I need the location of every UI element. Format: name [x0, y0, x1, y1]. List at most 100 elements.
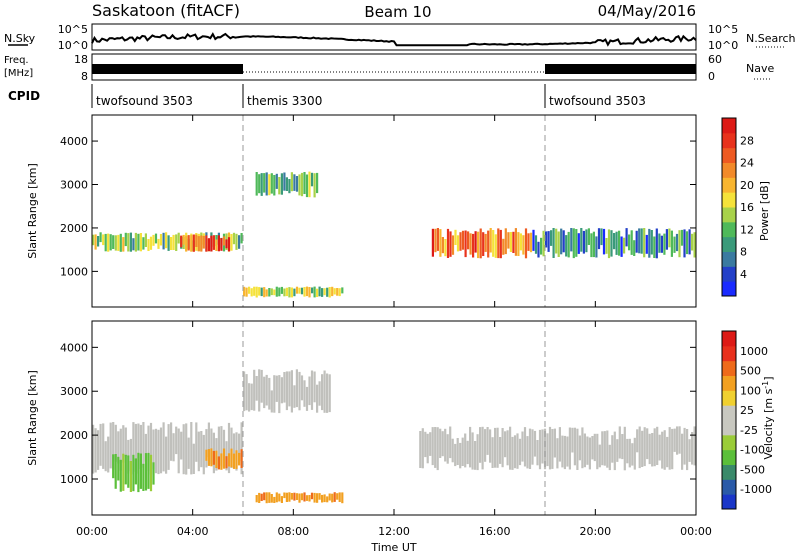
freq-label-2: [MHz] [4, 68, 33, 79]
power-cell-4-28 [502, 238, 505, 255]
power-cell-0-18 [137, 233, 140, 251]
vel-yticks-label-3: 4000 [60, 341, 88, 354]
velocity-cell-2-7 [222, 448, 226, 469]
velocity-cell-3-4 [253, 369, 256, 411]
velocity-cell-5-110 [693, 426, 696, 466]
velocity-cell-0-37 [185, 423, 188, 475]
vel-yticks-label-1: 2000 [60, 429, 88, 442]
power-cell-5-61 [685, 231, 689, 255]
power-cell-1-0 [180, 235, 183, 248]
power-cell-0-15 [129, 232, 132, 252]
velocity-cell-5-93 [651, 433, 654, 467]
velocity-cell-5-36 [509, 426, 512, 470]
velocity-cell-0-28 [162, 422, 165, 472]
velocity-cell-0-51 [220, 426, 223, 466]
velocity-cell-3-22 [298, 371, 301, 411]
velocity-cell-0-45 [205, 429, 208, 468]
power-cell-5-47 [650, 230, 653, 255]
power-cell-2-2 [260, 173, 263, 196]
vel-cbar-tick-7: 1000 [740, 345, 768, 358]
velocity-cell-3-23 [300, 375, 304, 401]
power-cell-4-31 [509, 232, 512, 252]
velocity-cell-5-107 [686, 429, 689, 471]
power-cell-4-16 [472, 233, 475, 258]
velocity-cell-4-7 [273, 496, 276, 503]
velocity-cell-0-46 [207, 422, 210, 458]
power-cbar-tick-0: 4 [740, 268, 747, 281]
nave-tick-high: 60 [708, 53, 722, 66]
velocity-cell-3-19 [290, 370, 293, 413]
velocity-cell-5-43 [526, 436, 529, 469]
velocity-cell-5-53 [551, 429, 554, 469]
power-cell-3-17 [285, 287, 288, 297]
velocity-cell-4-5 [268, 492, 271, 503]
velocity-cell-1-9 [134, 458, 137, 485]
velocity-cell-2-6 [220, 453, 223, 470]
power-cell-3-13 [275, 286, 278, 297]
velocity-cell-5-34 [504, 431, 507, 458]
power-cell-2-18 [300, 172, 304, 197]
velocity-cell-5-8 [439, 428, 442, 458]
velocity-cell-5-54 [553, 428, 556, 458]
velocity-cell-3-30 [318, 381, 321, 406]
power-cell-5-32 [613, 233, 616, 250]
velocity-cell-5-65 [581, 427, 584, 469]
power-cell-5-9 [555, 228, 558, 254]
power-cell-4-12 [461, 230, 465, 250]
velocity-cell-5-17 [461, 437, 464, 466]
velocity-cell-0-15 [129, 438, 132, 472]
power-cbar-swatch-11 [722, 118, 736, 134]
velocity-cell-0-33 [175, 426, 178, 455]
power-cell-0-25 [154, 233, 158, 244]
power-cell-0-32 [172, 234, 175, 250]
velocity-cell-5-50 [543, 428, 547, 470]
power-cell-4-5 [444, 239, 447, 257]
power-cell-0-23 [149, 236, 153, 250]
velocity-cell-0-24 [152, 429, 155, 470]
velocity-cell-5-44 [528, 428, 532, 469]
velocity-cell-2-8 [225, 456, 228, 469]
power-cell-3-37 [336, 288, 339, 296]
velocity-cell-4-0 [255, 495, 258, 503]
power-yticks-label-3: 4000 [60, 135, 88, 148]
power-cell-4-33 [514, 228, 517, 256]
cpid-segment-2: twofsound 3503 [549, 94, 646, 108]
velocity-cell-3-15 [280, 377, 283, 404]
velocity-cell-5-20 [469, 426, 472, 468]
velocity-cell-2-10 [230, 448, 233, 468]
velocity-cell-1-5 [124, 454, 127, 485]
power-cell-4-15 [469, 233, 472, 255]
power-cell-0-59 [240, 233, 243, 244]
velocity-cell-5-70 [593, 433, 596, 462]
power-cbar-swatch-1 [722, 266, 736, 282]
power-cell-5-55 [670, 230, 673, 257]
power-cell-5-15 [570, 228, 573, 252]
power-cell-0-10 [117, 234, 120, 251]
power-cell-5-36 [623, 237, 626, 254]
velocity-cell-5-28 [489, 429, 492, 463]
power-cell-5-27 [600, 228, 603, 246]
velocity-cell-3-34 [328, 374, 331, 413]
velocity-cell-2-2 [210, 448, 213, 467]
power-cell-5-53 [665, 229, 668, 250]
velocity-cell-5-66 [583, 433, 586, 468]
nave-label: Nave [746, 62, 774, 75]
velocity-cell-5-89 [641, 430, 644, 467]
noise-right-tick-high: 10^5 [708, 23, 738, 36]
power-cell-0-21 [144, 233, 147, 247]
velocity-cell-5-15 [456, 438, 459, 465]
freq-block-late [545, 64, 696, 74]
power-cell-3-27 [311, 287, 314, 294]
power-cell-4-10 [456, 235, 460, 252]
vel-cbar-tick-0: -1000 [740, 483, 772, 496]
power-cell-3-20 [293, 288, 296, 297]
power-cell-3-9 [265, 289, 268, 297]
power-cell-1-5 [192, 234, 195, 252]
power-cell-5-4 [542, 230, 545, 257]
velocity-cell-0-40 [192, 443, 195, 474]
power-cell-5-0 [532, 229, 535, 251]
velocity-cell-5-61 [571, 427, 574, 453]
velocity-cell-5-96 [658, 434, 661, 461]
power-cell-4-27 [499, 229, 502, 259]
velocity-cell-3-29 [316, 384, 319, 413]
